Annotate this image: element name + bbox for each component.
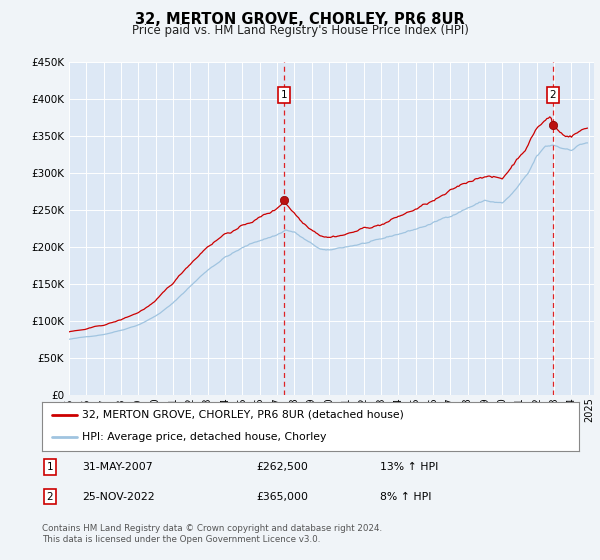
Text: 2: 2 (47, 492, 53, 502)
Text: £262,500: £262,500 (257, 462, 308, 472)
Text: 1: 1 (281, 90, 287, 100)
Text: 32, MERTON GROVE, CHORLEY, PR6 8UR (detached house): 32, MERTON GROVE, CHORLEY, PR6 8UR (deta… (82, 410, 404, 420)
Text: 8% ↑ HPI: 8% ↑ HPI (380, 492, 432, 502)
Text: 31-MAY-2007: 31-MAY-2007 (82, 462, 153, 472)
Text: HPI: Average price, detached house, Chorley: HPI: Average price, detached house, Chor… (82, 432, 326, 442)
Text: 2: 2 (550, 90, 556, 100)
Text: Price paid vs. HM Land Registry's House Price Index (HPI): Price paid vs. HM Land Registry's House … (131, 24, 469, 37)
Text: 13% ↑ HPI: 13% ↑ HPI (380, 462, 439, 472)
Text: £365,000: £365,000 (257, 492, 309, 502)
Text: 1: 1 (47, 462, 53, 472)
Text: 32, MERTON GROVE, CHORLEY, PR6 8UR: 32, MERTON GROVE, CHORLEY, PR6 8UR (135, 12, 465, 27)
Text: Contains HM Land Registry data © Crown copyright and database right 2024.
This d: Contains HM Land Registry data © Crown c… (42, 524, 382, 544)
Text: 25-NOV-2022: 25-NOV-2022 (82, 492, 155, 502)
